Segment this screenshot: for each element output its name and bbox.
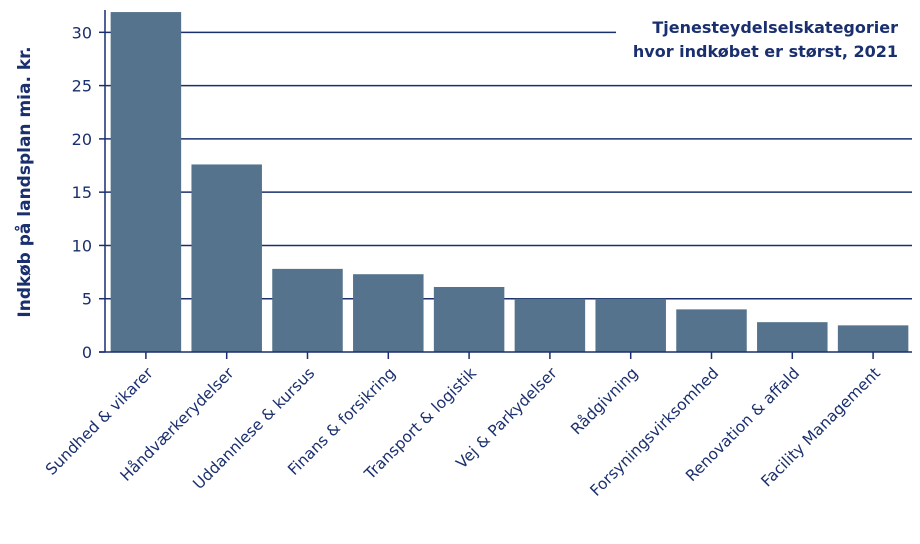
bar	[433, 286, 505, 352]
bar	[837, 325, 909, 352]
y-tick-label: 20	[72, 130, 92, 149]
bar	[272, 268, 343, 352]
y-tick-label: 15	[72, 183, 92, 202]
bar	[191, 164, 262, 352]
bar	[595, 298, 666, 352]
bar	[676, 309, 747, 352]
title-mask	[616, 12, 920, 74]
x-tick-label: Rådgivning	[567, 364, 641, 438]
bars	[110, 12, 909, 353]
bar	[353, 274, 424, 352]
chart-title-line-1: Tjenesteydelselskategorier	[652, 18, 898, 37]
chart-title-line-2: hvor indkøbet er størst, 2021	[633, 42, 898, 61]
y-tick-label: 5	[82, 290, 92, 309]
x-tick-label: Forsyningsvirksomhed	[587, 364, 723, 500]
bar	[514, 298, 586, 352]
bar	[757, 322, 828, 352]
y-tick-label: 30	[72, 23, 92, 42]
y-tick-label: 25	[72, 77, 92, 96]
y-tick-label: 10	[72, 236, 92, 255]
y-tick-label: 0	[82, 343, 92, 362]
y-axis-label: Indkøb på landsplan mia. kr.	[13, 46, 35, 317]
bar	[110, 12, 182, 353]
